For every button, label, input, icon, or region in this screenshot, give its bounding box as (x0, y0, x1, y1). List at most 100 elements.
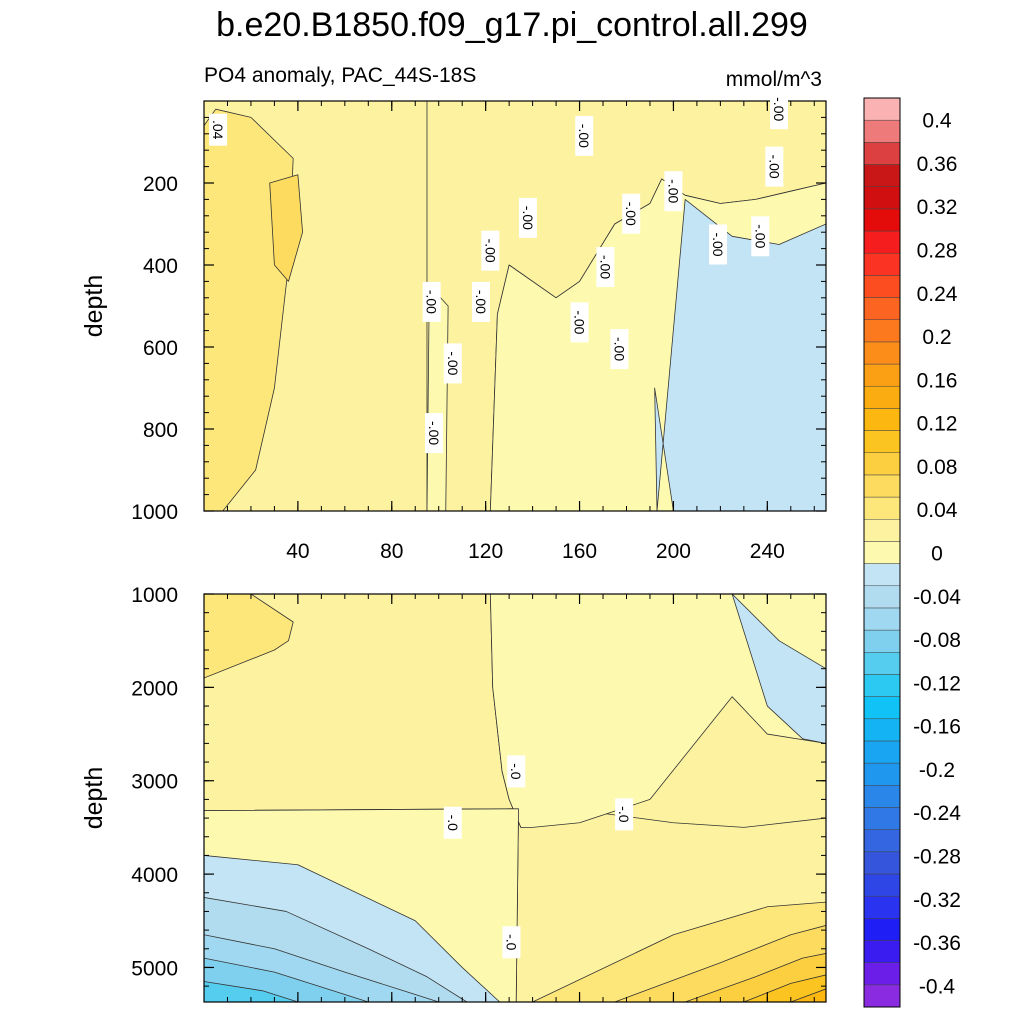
contour-label: -.00 (443, 343, 462, 384)
colorbar-cell (863, 541, 901, 564)
colorbar-cell (863, 851, 901, 875)
upper-contour-labels: .04 -.00 -.00 -.00 -.00 -.00 -.00 -.00 -.00 -.00 -… (209, 89, 789, 454)
lower-contour-labels: -.0 -.0 -.0 -.0 (443, 755, 634, 959)
contour-label-text: -.00 (766, 155, 782, 179)
contour-label: -.0 (502, 926, 521, 959)
x-tick-label: 240 (750, 540, 785, 563)
contour-region-2 (490, 594, 826, 827)
contour-label: -.00 (471, 281, 490, 322)
colorbar-cell (863, 363, 901, 387)
colorbar-cell (863, 319, 901, 343)
contour-label-box (507, 755, 526, 788)
colorbar-label: 0.36 (917, 153, 958, 176)
contour-label-text: -.00 (576, 124, 592, 148)
contour-label: .04 (209, 113, 228, 146)
x-tick-label: 80 (380, 540, 403, 563)
colorbar-label: -0.24 (913, 802, 961, 825)
contour-label-box (596, 247, 615, 288)
contour-label-box (751, 216, 770, 257)
contour-region-13 (744, 975, 826, 1002)
contour-label: -.00 (575, 115, 594, 156)
colorbar-cell (863, 164, 901, 187)
y-tick-label: 1000 (131, 501, 178, 524)
colorbar-cell (863, 563, 901, 587)
contour-label: -.00 (751, 216, 770, 257)
colorbar-cell (863, 807, 901, 830)
colorbar-label: -0.32 (913, 889, 961, 912)
colorbar-label: 0.2 (922, 326, 951, 349)
colorbar-cell (863, 97, 901, 121)
upper-y-axis-title: depth (80, 275, 108, 338)
colorbar-cell (863, 408, 901, 431)
contour-label-box (709, 224, 728, 265)
contour-label: -.0 (507, 755, 526, 788)
x-tick-label: 160 (562, 540, 597, 563)
colorbar-cell (863, 119, 901, 143)
colorbar-cell (863, 607, 901, 631)
contour-label-text: -.00 (445, 351, 461, 375)
chart-subtitle: PO4 anomaly, PAC_44S-18S (204, 64, 476, 87)
lower-plot-frame (203, 593, 827, 1003)
contour-label-text: -.0 (616, 806, 632, 823)
colorbar-cell (863, 297, 901, 320)
colorbar-label: -0.08 (913, 629, 961, 652)
contour-label: -.00 (422, 281, 441, 322)
contour-label-box (443, 806, 462, 839)
contour-label-text: -.00 (710, 232, 726, 256)
contour-label-text: -.00 (482, 239, 498, 263)
colorbar-cell (863, 940, 901, 963)
contour-label: -.00 (596, 247, 615, 288)
contour-label-box (664, 171, 683, 212)
contour-region-2 (270, 175, 303, 282)
contour-region-9 (204, 981, 298, 1002)
x-tick-label: 120 (468, 540, 503, 563)
colorbar-cell (863, 785, 901, 808)
contour-label-box (610, 329, 629, 370)
colorbar-label: 0.4 (922, 110, 952, 133)
contour-label: -.00 (709, 224, 728, 265)
contour-label: -.00 (664, 171, 683, 212)
contour-label-box (209, 113, 228, 146)
colorbar-cell (863, 962, 901, 986)
colorbar-cell (863, 674, 901, 697)
contour-label-text: -.00 (426, 421, 442, 445)
colorbar-cell (863, 873, 901, 897)
contour-label-box (481, 230, 500, 271)
contour-label-text: -.00 (473, 290, 489, 314)
contour-label: -.00 (570, 302, 589, 343)
colorbar-cell (863, 585, 901, 609)
contour-label-box (425, 413, 444, 454)
contour-label-text: -.00 (424, 290, 440, 314)
contour-label-box (471, 281, 490, 322)
colorbar-frame (863, 97, 901, 1008)
colorbar-cell (863, 385, 901, 409)
colorbar-label: 0 (931, 543, 943, 566)
contour-label: -.00 (610, 329, 629, 370)
contour-label-text: -.00 (665, 179, 681, 203)
contour-label-box (443, 343, 462, 384)
lower-axes: 1000 2000 3000 4000 5000 (131, 584, 826, 1002)
colorbar-label: 0.08 (917, 456, 958, 479)
colorbar-label: -0.12 (913, 672, 961, 695)
contour-label: -.00 (770, 89, 789, 130)
x-tick-label: 200 (656, 540, 691, 563)
contour-label: -.00 (765, 146, 784, 187)
colorbar-cell (863, 696, 901, 720)
y-tick-label: 800 (143, 419, 178, 442)
colorbar: 0.4 0.36 0.32 0.28 0.24 0.2 0.16 0.12 0.08 0.04 0 -… (863, 97, 961, 1008)
colorbar-cell (863, 629, 901, 653)
contour-label: -.00 (518, 197, 537, 238)
colorbar-cell (863, 186, 901, 210)
colorbar-cell (863, 230, 901, 254)
contour-label-text: -.00 (611, 337, 627, 361)
units-label: mmol/m^3 (726, 68, 822, 91)
colorbar-cell (863, 652, 901, 675)
colorbar-cell (863, 275, 901, 298)
contour-label: -.00 (622, 193, 641, 234)
colorbar-label: -0.28 (913, 846, 961, 869)
colorbar-cell (863, 829, 901, 853)
contour-label: -.00 (425, 413, 444, 454)
colorbar-label: -0.36 (913, 932, 961, 955)
contour-label-text: -.0 (508, 763, 524, 780)
